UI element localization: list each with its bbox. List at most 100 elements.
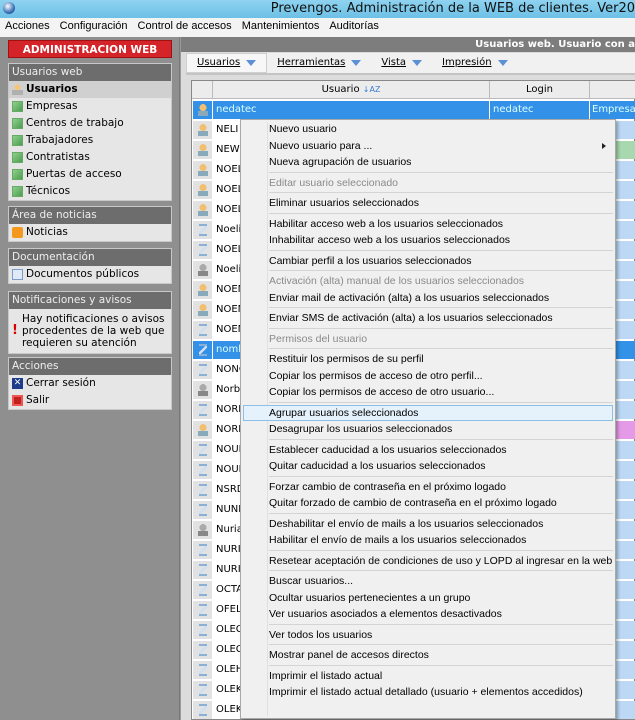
toolbar-herramientas[interactable]: Herramientas <box>267 53 371 73</box>
exit-icon <box>12 395 23 406</box>
entity-icon <box>12 186 23 197</box>
menu-item[interactable]: Copiar los permisos de acceso de otro us… <box>241 384 615 401</box>
hourglass-icon <box>198 684 207 696</box>
toolbar-vista[interactable]: Vista <box>371 53 432 73</box>
toolbar-usuarios[interactable]: Usuarios <box>186 53 268 73</box>
menu-item-label: Nueva agrupación de usuarios <box>269 156 412 168</box>
row-icon-cell <box>193 181 212 199</box>
hourglass-icon <box>198 404 207 416</box>
label: Usuario <box>321 84 360 95</box>
menu-item[interactable]: Mostrar panel de accesos directos <box>241 647 615 664</box>
menu-item-label: Ver todos los usuarios <box>269 628 373 641</box>
documentacion-section: Documentación Documentos públicos <box>8 248 172 284</box>
label: Usuarios <box>197 57 241 68</box>
menu-item[interactable]: Nuevo usuario para ... <box>241 138 615 155</box>
menu-item[interactable]: Desagrupar los usuarios seleccionados <box>241 421 615 438</box>
context-menu: Nuevo usuario Nuevo usuario para ... Nueva… <box>240 119 616 719</box>
menu-item[interactable]: Inhabilitar acceso web a los usuarios se… <box>241 232 615 249</box>
menu-separator <box>269 192 613 195</box>
menu-item[interactable]: Quitar caducidad a los usuarios seleccio… <box>241 458 615 475</box>
menu-item[interactable]: Ocultar usuarios pertenecientes a un gru… <box>241 590 615 607</box>
menu-item-label: Establecer caducidad a los usuarios sele… <box>269 443 507 456</box>
column-header-usuario[interactable]: Usuario ↓AZ <box>213 81 490 99</box>
menu-item[interactable]: Quitar forzado de cambio de contraseña e… <box>241 495 615 512</box>
sidebar-item-noticias[interactable]: Noticias <box>9 224 171 241</box>
menu-item[interactable]: Ver usuarios asociados a elementos desac… <box>241 606 615 623</box>
column-header-tipo[interactable] <box>590 81 635 99</box>
row-icon-cell <box>193 281 212 299</box>
sidebar-item-salir[interactable]: Salir <box>9 392 171 409</box>
table-row[interactable]: nedatec nedatec Empresa <box>192 100 635 120</box>
sidebar-item-puertas[interactable]: Puertas de acceso <box>9 166 171 183</box>
label: Hay notificaciones o avisos procedentes … <box>21 313 165 349</box>
label: Noticias <box>26 226 68 238</box>
column-header-icon[interactable] <box>192 81 213 99</box>
menu-separator <box>269 307 613 310</box>
user-icon <box>197 264 208 276</box>
menu-item-label: Habilitar el envío de mails a los usuari… <box>269 534 527 546</box>
hourglass-icon <box>198 364 207 376</box>
menu-item[interactable]: Forzar cambio de contraseña en el próxim… <box>241 479 615 496</box>
menu-auditorias[interactable]: Auditorías <box>329 20 379 32</box>
menu-item[interactable]: Nueva agrupación de usuarios <box>241 154 615 171</box>
menu-configuracion[interactable]: Configuración <box>59 20 128 32</box>
menu-item[interactable]: Eliminar usuarios seleccionados <box>241 195 615 212</box>
menu-item[interactable]: Imprimir el listado actual detallado (us… <box>241 684 615 701</box>
menu-mantenimientos[interactable]: Mantenimientos <box>241 20 320 32</box>
menu-item[interactable]: Enviar SMS de activación (alta) a los us… <box>241 310 615 327</box>
noticias-section: Área de noticias Noticias <box>8 206 172 242</box>
label: Vista <box>381 57 407 68</box>
menu-item[interactable]: Restituir los permisos de su perfil <box>241 351 615 368</box>
row-icon-cell <box>193 661 212 679</box>
menu-item-label: Nuevo usuario para ... <box>269 139 373 152</box>
menu-item[interactable]: Imprimir el listado actual <box>241 668 615 685</box>
menu-item[interactable]: Resetear aceptación de condiciones de us… <box>241 553 615 570</box>
menu-item-label: Copiar los permisos de acceso de otro pe… <box>269 369 483 382</box>
notificaciones-section: Notificaciones y avisos ! Hay notificacio… <box>8 291 172 354</box>
sidebar-item-usuarios[interactable]: Usuarios <box>9 81 171 98</box>
user-icon <box>197 284 208 296</box>
menu-item[interactable]: Nuevo usuario <box>241 121 615 138</box>
hourglass-icon <box>198 644 207 656</box>
section-title: Acciones <box>9 358 171 375</box>
section-title: Usuarios web <box>9 64 171 81</box>
sidebar-item-contratistas[interactable]: Contratistas <box>9 149 171 166</box>
entity-icon <box>12 101 23 112</box>
menu-item[interactable]: Establecer caducidad a los usuarios sele… <box>241 442 615 459</box>
menu-item-label: Cambiar perfil a los usuarios selecciona… <box>269 254 472 267</box>
sidebar-item-empresas[interactable]: Empresas <box>9 98 171 115</box>
menu-control-accesos[interactable]: Control de accesos <box>137 20 232 32</box>
menu-acciones[interactable]: Acciones <box>5 20 50 32</box>
menu-item[interactable]: Cambiar perfil a los usuarios selecciona… <box>241 253 615 270</box>
notification-message[interactable]: ! Hay notificaciones o avisos procedentes… <box>9 309 171 353</box>
entity-icon <box>12 152 23 163</box>
menu-item[interactable]: Habilitar el envío de mails a los usuari… <box>241 532 615 549</box>
column-header-login[interactable]: Login <box>490 81 590 99</box>
menu-item[interactable]: Deshabilitar el envío de mails a los usu… <box>241 516 615 533</box>
menu-item[interactable]: Enviar mail de activación (alta) a los u… <box>241 290 615 307</box>
sidebar-item-trabajadores[interactable]: Trabajadores <box>9 132 171 149</box>
menu-separator <box>269 438 613 442</box>
label: Documentos públicos <box>26 268 140 280</box>
menu-item[interactable]: Agrupar usuarios seleccionados <box>243 404 613 421</box>
sidebar-item-documentos[interactable]: Documentos públicos <box>9 266 171 283</box>
label: Usuarios <box>26 83 78 95</box>
row-icon-cell <box>193 401 212 419</box>
toolbar-impresion[interactable]: Impresión <box>432 53 518 73</box>
usuarios-web-section: Usuarios web Usuarios Empresas Centros d… <box>8 63 172 201</box>
row-icon-cell <box>193 541 212 559</box>
menu-item[interactable]: Habilitar acceso web a los usuarios sele… <box>241 216 615 233</box>
sidebar-item-cerrar-sesion[interactable]: ✕ Cerrar sesión <box>9 375 171 392</box>
document-icon <box>12 269 23 280</box>
sidebar-item-tecnicos[interactable]: Técnicos <box>9 183 171 200</box>
sidebar-item-centros[interactable]: Centros de trabajo <box>9 115 171 132</box>
menu-item-label: Copiar los permisos de acceso de otro us… <box>269 386 495 398</box>
menu-item[interactable]: Copiar los permisos de acceso de otro pe… <box>241 368 615 385</box>
user-icon <box>197 124 208 136</box>
menu-separator <box>269 327 613 331</box>
row-icon-cell <box>193 101 212 119</box>
menu-item[interactable]: Buscar usuarios... <box>241 573 615 590</box>
menu-item[interactable]: Ver todos los usuarios <box>241 627 615 644</box>
submenu-arrow-icon <box>602 142 606 149</box>
label: Contratistas <box>26 151 90 163</box>
